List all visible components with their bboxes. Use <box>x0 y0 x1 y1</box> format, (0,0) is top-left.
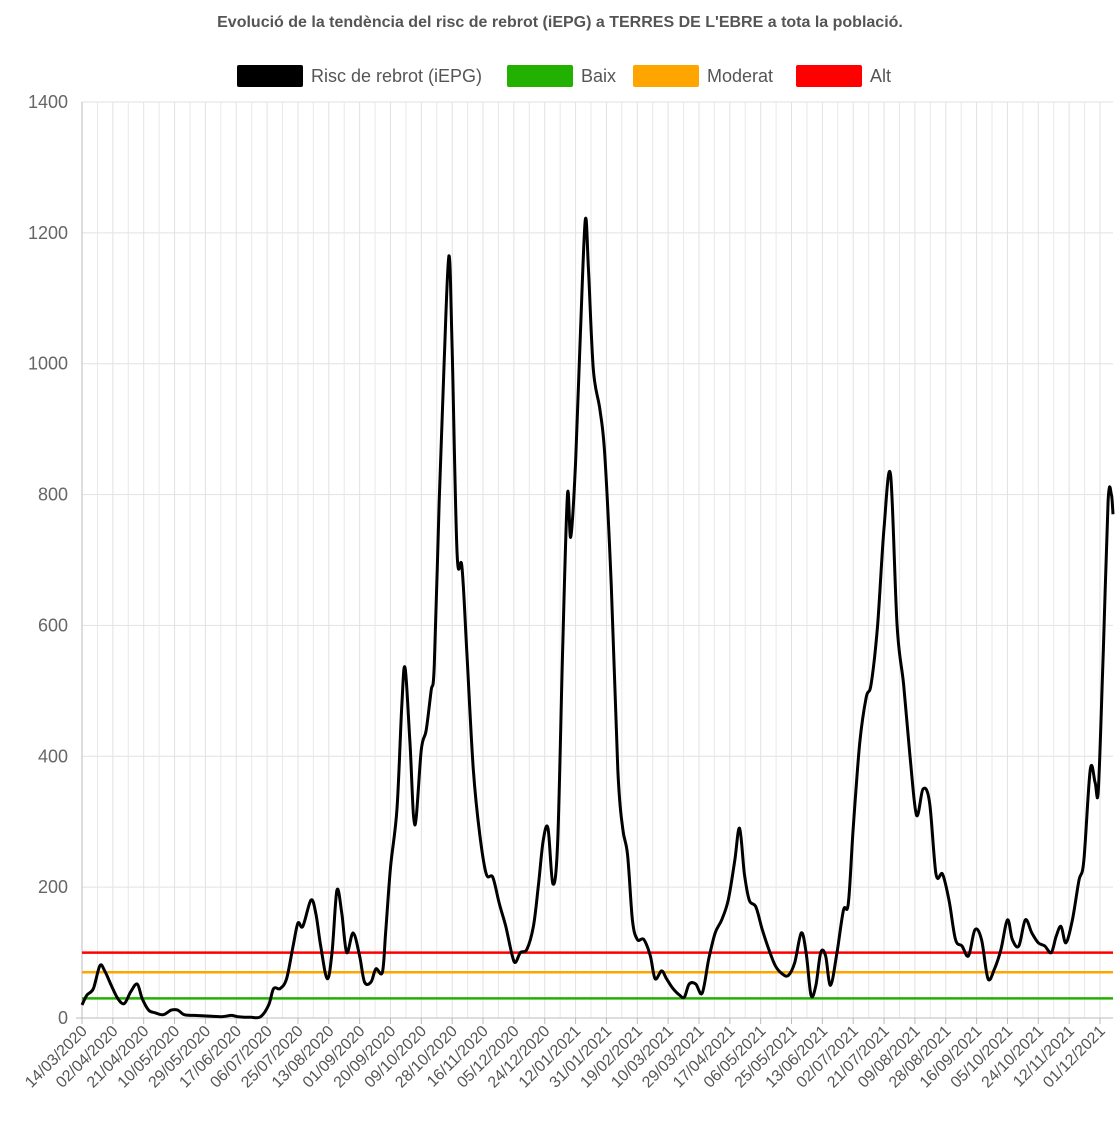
legend-swatch-iepg <box>237 65 303 87</box>
chart-title: Evolució de la tendència del risc de reb… <box>217 14 903 31</box>
y-tick-label: 0 <box>58 1008 68 1028</box>
grid <box>76 101 1113 1024</box>
legend-label-baix: Baix <box>581 65 617 86</box>
legend-label-alt: Alt <box>870 65 892 86</box>
y-tick-label: 1400 <box>28 92 68 112</box>
legend-label-moderat: Moderat <box>707 65 774 86</box>
y-tick-label: 1200 <box>28 223 68 243</box>
y-tick-label: 200 <box>38 877 68 897</box>
legend-item-baix[interactable]: Baix <box>507 64 616 88</box>
series-line-iepg <box>80 216 1115 1020</box>
legend-swatch-baix <box>507 65 573 87</box>
legend: Risc de rebrot (iEPG) Baix Moderat Alt <box>0 64 1120 90</box>
legend-item-iepg[interactable]: Risc de rebrot (iEPG) <box>237 64 482 88</box>
y-tick-label: 400 <box>38 746 68 766</box>
legend-item-alt[interactable]: Alt <box>796 64 891 88</box>
x-axis-ticks: 14/03/202002/04/202021/04/202010/05/2020… <box>22 1018 1109 1091</box>
y-tick-label: 1000 <box>28 354 68 374</box>
legend-label-iepg: Risc de rebrot (iEPG) <box>311 65 483 86</box>
legend-item-moderat[interactable]: Moderat <box>633 64 773 88</box>
legend-swatch-alt <box>796 65 862 87</box>
y-axis-ticks: 0 200 400 600 800 1000 1200 1400 <box>28 92 68 1028</box>
legend-swatch-moderat <box>633 65 699 87</box>
y-tick-label: 600 <box>38 615 68 635</box>
series-lines <box>80 216 1115 1020</box>
y-tick-label: 800 <box>38 485 68 505</box>
